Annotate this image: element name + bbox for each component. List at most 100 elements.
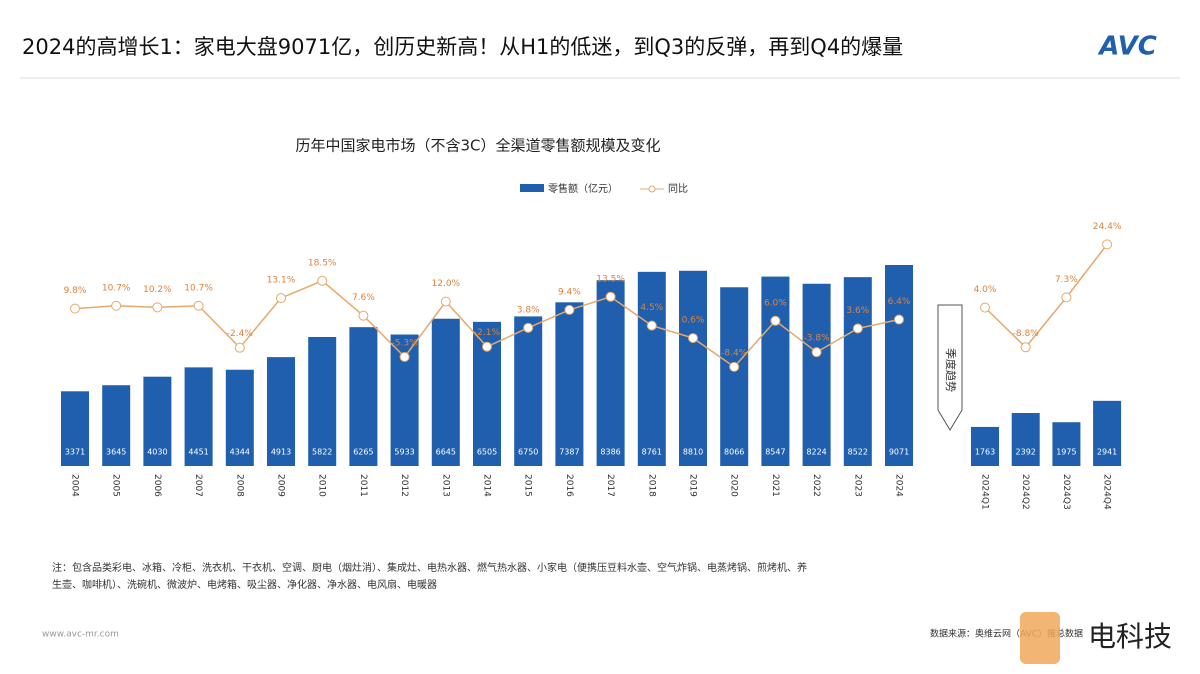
line-point [482, 341, 492, 352]
x-tick-label: 2024Q1 [980, 474, 990, 510]
x-tick-label: 2006 [152, 474, 162, 497]
x-tick-label: 2012 [399, 474, 409, 497]
x-tick-label: 2004 [70, 474, 80, 497]
bar-label: 8810 [683, 448, 703, 457]
line-point [1061, 292, 1072, 303]
bar-label: 4344 [230, 448, 250, 457]
point-label: 7.3% [1055, 275, 1078, 285]
bar-label: 8761 [642, 448, 662, 457]
point-label: 10.2% [143, 285, 172, 295]
x-tick-label: 2010 [317, 474, 327, 497]
bar-label: 5933 [394, 448, 414, 457]
line-point [234, 342, 245, 353]
line-point [193, 300, 204, 311]
bar-label: 6645 [436, 448, 456, 457]
line-point [894, 314, 904, 325]
point-label: -8.4% [721, 348, 748, 358]
x-tick-label: 2007 [193, 474, 203, 497]
line-point [770, 315, 781, 326]
line-point [440, 296, 451, 307]
x-tick-label: 2013 [440, 474, 450, 497]
bar [1052, 422, 1081, 466]
bar-label: 9071 [889, 448, 909, 457]
point-label: 10.7% [102, 283, 131, 293]
point-label: 4.0% [974, 285, 997, 295]
legend-label: 同比 [668, 183, 688, 195]
bar-label: 7387 [559, 448, 579, 457]
point-label: -2.4% [227, 329, 254, 339]
x-tick-label: 2024Q3 [1061, 474, 1071, 510]
point-label: 6.0% [764, 298, 787, 308]
point-label: 0.6% [682, 316, 705, 326]
line-point [1020, 342, 1031, 353]
point-label: 12.0% [432, 279, 461, 289]
bar [802, 283, 831, 466]
point-label: 7.6% [352, 293, 375, 303]
bar-label: 8066 [724, 448, 744, 457]
point-label: 24.4% [1093, 222, 1122, 232]
logo: AVC [1097, 32, 1157, 62]
bar [555, 302, 584, 466]
x-tick-label: 2022 [811, 474, 821, 497]
point-label: 9.4% [558, 287, 581, 297]
bar [267, 357, 295, 466]
bar [596, 280, 625, 466]
bar-label: 3371 [65, 448, 85, 457]
x-tick-label: 2024 [894, 474, 904, 497]
bar [349, 327, 378, 466]
line-point [646, 320, 657, 331]
x-tick-label: 2019 [688, 474, 698, 497]
bar-label: 2941 [1097, 448, 1117, 457]
line-point [811, 347, 822, 358]
bar [720, 287, 749, 466]
brand-icon [1020, 612, 1060, 664]
x-tick-label: 2024Q4 [1102, 474, 1112, 510]
legend-dot [648, 185, 656, 193]
line-point [1102, 239, 1113, 250]
bar [61, 391, 89, 466]
bar-label: 8547 [765, 448, 785, 457]
point-label: -2.1% [474, 328, 501, 338]
point-label: -3.8% [804, 334, 831, 344]
brand: 电科技 [1088, 620, 1172, 653]
bar [514, 316, 543, 466]
line-point [276, 293, 286, 304]
point-label: 4.5% [640, 303, 663, 313]
bar [225, 369, 254, 466]
x-tick-label: 2020 [729, 474, 739, 497]
bar [885, 264, 913, 466]
bar [102, 385, 131, 466]
bar-label: 4913 [271, 448, 291, 457]
line-point [358, 310, 369, 321]
bar-label: 6505 [477, 448, 497, 457]
line-point [852, 323, 863, 334]
x-tick-label: 2015 [523, 474, 533, 497]
bar [637, 271, 666, 466]
line-point [605, 291, 616, 302]
line-point [317, 275, 328, 286]
line-point [70, 303, 80, 314]
line-point [152, 302, 163, 313]
x-tick-label: 2009 [276, 474, 286, 497]
x-tick-label: 2005 [111, 474, 121, 497]
x-tick-label: 2008 [234, 474, 244, 497]
x-tick-label: 2011 [358, 474, 368, 497]
bar-label: 8522 [848, 448, 868, 457]
legend-label: 零售额（亿元） [548, 182, 618, 195]
bar [1093, 400, 1122, 466]
bar-label: 4030 [147, 448, 167, 457]
arrow [937, 304, 963, 431]
bar [1011, 412, 1040, 466]
x-tick-label: 2014 [482, 474, 492, 497]
point-label: 18.5% [308, 258, 337, 268]
x-tick-label: 2023 [852, 474, 862, 497]
bar [843, 277, 872, 466]
line-point [564, 304, 575, 315]
bar-label: 5822 [312, 448, 332, 457]
source: 数据来源：奥维云网（AVC）推总数据 [930, 628, 1083, 640]
point-label: 3.8% [517, 305, 540, 315]
line-point [399, 351, 410, 362]
point-label: 10.7% [184, 283, 213, 293]
point-label: 13.1% [267, 276, 296, 286]
